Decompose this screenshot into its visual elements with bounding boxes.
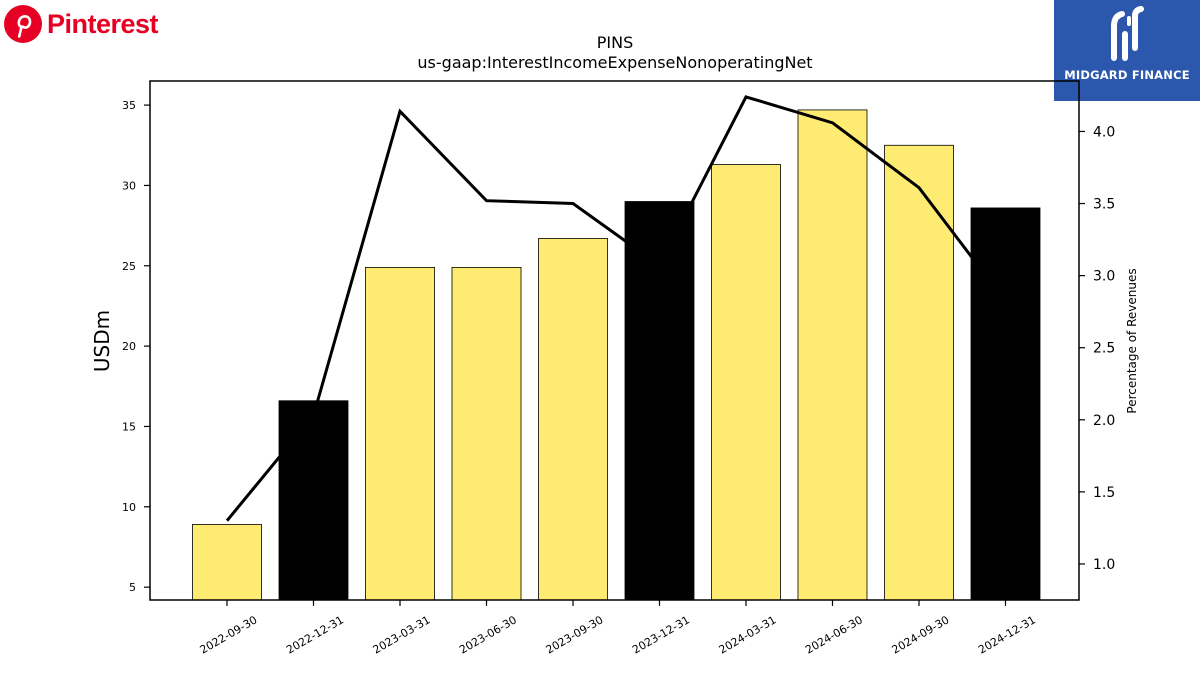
y2-tick-label: 1.5 bbox=[1093, 485, 1115, 501]
pinterest-icon bbox=[4, 5, 42, 43]
x-tick-label: 2024-09-30 bbox=[890, 613, 952, 656]
y-axis-label: USDm bbox=[90, 310, 114, 372]
pinterest-wordmark: Pinterest bbox=[47, 8, 159, 39]
y-tick-label: 20 bbox=[122, 340, 136, 353]
bar bbox=[624, 201, 695, 601]
y-axis-left: 5 10 15 20 25 30 35 bbox=[122, 99, 150, 594]
y2-axis-label: Percentage of Revenues bbox=[1125, 268, 1139, 413]
bar bbox=[278, 400, 349, 601]
bar bbox=[797, 109, 868, 601]
y-tick-label: 25 bbox=[122, 260, 136, 273]
y2-tick-label: 2.0 bbox=[1093, 413, 1115, 429]
bar bbox=[711, 164, 781, 601]
bar bbox=[970, 207, 1041, 601]
y-tick-label: 30 bbox=[122, 179, 136, 192]
x-tick-label: 2024-12-31 bbox=[976, 613, 1038, 656]
bars-layer bbox=[192, 109, 1041, 601]
bar bbox=[451, 266, 522, 601]
bar bbox=[365, 266, 435, 601]
y2-tick-label: 4.0 bbox=[1093, 124, 1115, 140]
x-tick-label: 2024-03-31 bbox=[717, 613, 779, 656]
y2-tick-label: 3.0 bbox=[1093, 269, 1115, 285]
line-layer bbox=[225, 95, 1007, 522]
midgard-wordmark: MIDGARD FINANCE bbox=[1064, 68, 1190, 82]
series-line bbox=[225, 95, 1007, 522]
chart-title: PINS bbox=[597, 33, 634, 52]
plot-frame bbox=[149, 80, 1080, 601]
y-tick-label: 10 bbox=[122, 501, 136, 514]
y2-tick-label: 1.0 bbox=[1093, 557, 1115, 573]
midgard-icon bbox=[1111, 6, 1144, 61]
x-tick-label: 2022-09-30 bbox=[198, 613, 260, 656]
x-tick-label: 2023-12-31 bbox=[630, 613, 692, 656]
x-axis: 2022-09-30 2022-12-31 2023-03-31 2023-06-30… bbox=[198, 600, 1038, 657]
x-tick-label: 2023-06-30 bbox=[457, 613, 519, 656]
y2-tick-label: 2.5 bbox=[1093, 341, 1115, 357]
y2-tick-label: 3.5 bbox=[1093, 197, 1115, 213]
y-tick-label: 15 bbox=[122, 420, 136, 433]
x-tick-label: 2023-09-30 bbox=[544, 613, 606, 656]
x-tick-label: 2023-03-31 bbox=[371, 613, 433, 656]
bar bbox=[538, 238, 608, 601]
pinterest-logo: Pinterest bbox=[4, 4, 159, 44]
midgard-finance-logo: MIDGARD FINANCE bbox=[1054, 0, 1200, 101]
bar bbox=[884, 144, 954, 601]
x-tick-label: 2022-12-31 bbox=[284, 613, 346, 656]
y-axis-right: 1.0 1.5 2.0 2.5 3.0 3.5 4.0 bbox=[1079, 124, 1115, 573]
y-tick-label: 5 bbox=[129, 581, 136, 594]
y-tick-label: 35 bbox=[122, 99, 136, 112]
x-tick-label: 2024-06-30 bbox=[803, 613, 865, 656]
bar bbox=[192, 524, 262, 601]
chart-subtitle: us-gaap:InterestIncomeExpenseNonoperatin… bbox=[417, 53, 812, 72]
